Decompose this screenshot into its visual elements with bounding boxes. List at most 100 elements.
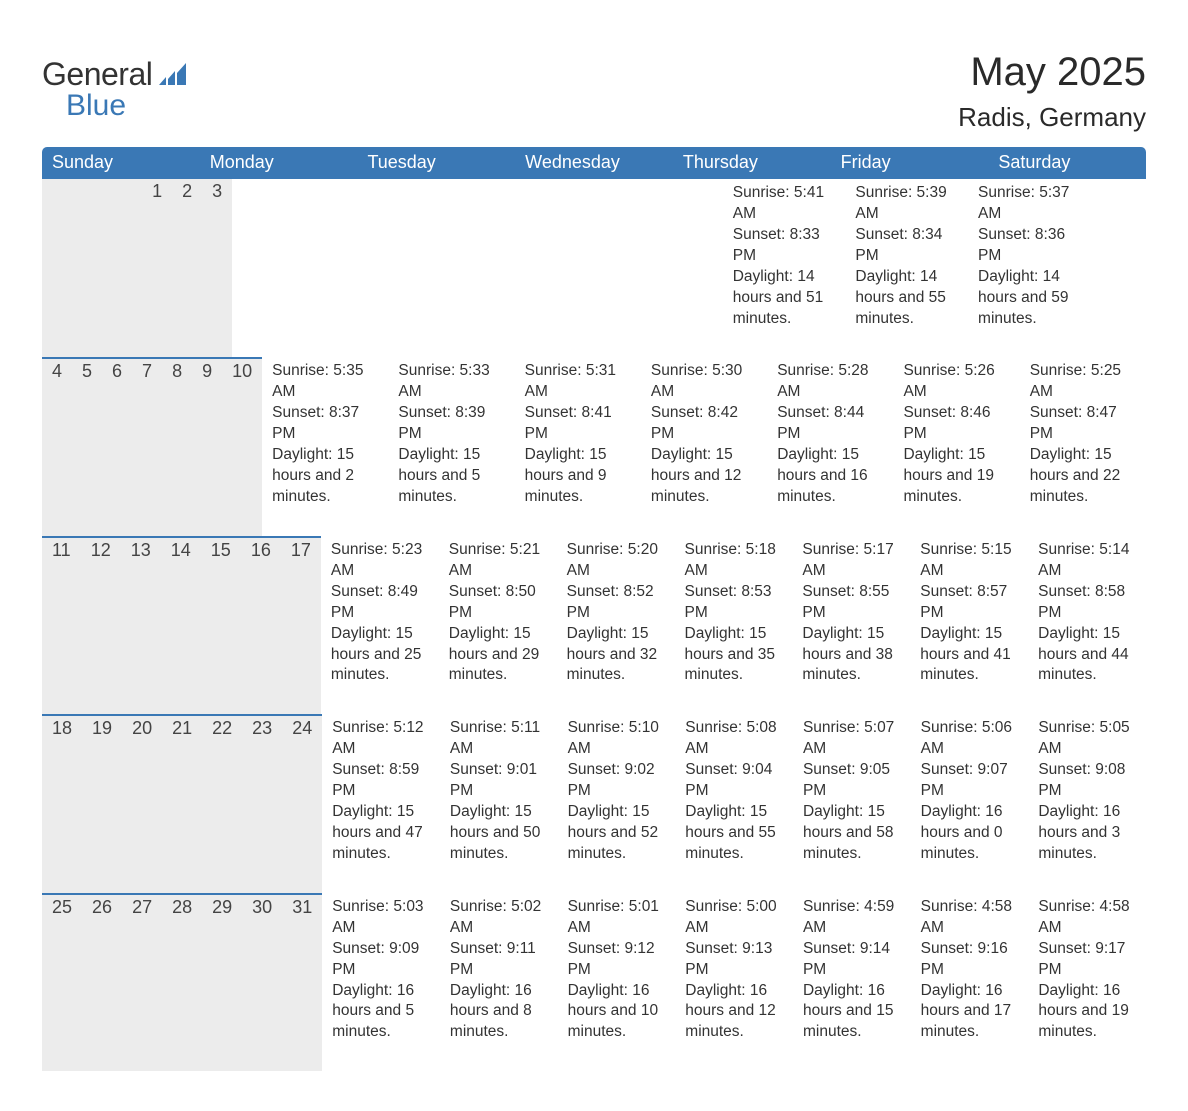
day-details xyxy=(232,179,355,357)
weekday-header: Friday xyxy=(831,147,989,179)
sunrise-text: Sunrise: 5:30 AM xyxy=(651,361,757,403)
sunset-text: Sunset: 9:02 PM xyxy=(568,760,666,802)
day-number xyxy=(67,179,92,357)
day-number: 23 xyxy=(242,716,282,892)
weekday-header-row: SundayMondayTuesdayWednesdayThursdayFrid… xyxy=(42,147,1146,179)
week-row: 25262728293031Sunrise: 5:03 AMSunset: 9:… xyxy=(42,893,1146,1071)
day-details: Sunrise: 5:15 AMSunset: 8:57 PMDaylight:… xyxy=(910,536,1028,714)
day-number: 9 xyxy=(192,359,222,535)
sunrise-text: Sunrise: 5:14 AM xyxy=(1038,540,1136,582)
day-number: 31 xyxy=(282,895,322,1071)
details-strip: Sunrise: 5:35 AMSunset: 8:37 PMDaylight:… xyxy=(262,357,1146,535)
sunset-text: Sunset: 8:53 PM xyxy=(685,582,783,624)
day-number: 28 xyxy=(162,895,202,1071)
sunrise-text: Sunrise: 5:23 AM xyxy=(331,540,429,582)
day-number: 7 xyxy=(132,359,162,535)
daylight-text: Daylight: 15 hours and 9 minutes. xyxy=(525,445,631,508)
sunset-text: Sunset: 9:13 PM xyxy=(685,939,783,981)
day-number: 22 xyxy=(202,716,242,892)
calendar-page: General Blue May 2025 Radis, Germany Sun… xyxy=(0,0,1188,1111)
sunset-text: Sunset: 9:14 PM xyxy=(803,939,901,981)
day-number: 24 xyxy=(282,716,322,892)
daylight-text: Daylight: 16 hours and 5 minutes. xyxy=(332,981,430,1044)
day-details: Sunrise: 5:23 AMSunset: 8:49 PMDaylight:… xyxy=(321,536,439,714)
sunset-text: Sunset: 8:52 PM xyxy=(567,582,665,624)
daylight-text: Daylight: 15 hours and 44 minutes. xyxy=(1038,624,1136,687)
day-number: 20 xyxy=(122,716,162,892)
day-details: Sunrise: 5:01 AMSunset: 9:12 PMDaylight:… xyxy=(558,893,676,1071)
daynum-strip: 25262728293031 xyxy=(42,893,322,1071)
sunrise-text: Sunrise: 5:05 AM xyxy=(1038,718,1136,760)
sunset-text: Sunset: 8:41 PM xyxy=(525,403,631,445)
day-details: Sunrise: 4:58 AMSunset: 9:16 PMDaylight:… xyxy=(911,893,1029,1071)
weekday-header: Monday xyxy=(200,147,358,179)
sunset-text: Sunset: 8:58 PM xyxy=(1038,582,1136,624)
sunset-text: Sunset: 9:11 PM xyxy=(450,939,548,981)
weeks-container: 12 3 Sunrise: 5:41 AMSunset: 8:33 PMDaylig… xyxy=(42,179,1146,1071)
day-number xyxy=(117,179,142,357)
daylight-text: Daylight: 15 hours and 50 minutes. xyxy=(450,802,548,865)
weekday-header: Thursday xyxy=(673,147,831,179)
details-strip: Sunrise: 5:03 AMSunset: 9:09 PMDaylight:… xyxy=(322,893,1146,1071)
daylight-text: Daylight: 16 hours and 15 minutes. xyxy=(803,981,901,1044)
day-number: 6 xyxy=(102,359,132,535)
day-details: Sunrise: 4:58 AMSunset: 9:17 PMDaylight:… xyxy=(1028,893,1146,1071)
logo-general-text: General xyxy=(42,56,152,92)
daylight-text: Daylight: 14 hours and 51 minutes. xyxy=(733,267,836,330)
day-details: Sunrise: 5:20 AMSunset: 8:52 PMDaylight:… xyxy=(557,536,675,714)
sunset-text: Sunset: 9:08 PM xyxy=(1038,760,1136,802)
title-location: Radis, Germany xyxy=(958,102,1146,133)
sunset-text: Sunset: 8:57 PM xyxy=(920,582,1018,624)
day-number: 3 xyxy=(202,179,232,357)
day-details: Sunrise: 5:02 AMSunset: 9:11 PMDaylight:… xyxy=(440,893,558,1071)
day-details: Sunrise: 5:25 AMSunset: 8:47 PMDaylight:… xyxy=(1020,357,1146,535)
day-number: 15 xyxy=(201,538,241,714)
daylight-text: Daylight: 16 hours and 12 minutes. xyxy=(685,981,783,1044)
sunrise-text: Sunrise: 5:20 AM xyxy=(567,540,665,582)
day-details: Sunrise: 5:03 AMSunset: 9:09 PMDaylight:… xyxy=(322,893,440,1071)
daylight-text: Daylight: 16 hours and 8 minutes. xyxy=(450,981,548,1044)
day-details: Sunrise: 5:37 AMSunset: 8:36 PMDaylight:… xyxy=(968,179,1091,357)
day-details: Sunrise: 5:07 AMSunset: 9:05 PMDaylight:… xyxy=(793,714,911,892)
day-number: 29 xyxy=(202,895,242,1071)
day-number: 2 xyxy=(172,179,202,357)
sunrise-text: Sunrise: 5:10 AM xyxy=(568,718,666,760)
day-details: Sunrise: 5:10 AMSunset: 9:02 PMDaylight:… xyxy=(558,714,676,892)
sunset-text: Sunset: 8:34 PM xyxy=(855,225,958,267)
day-details: Sunrise: 5:14 AMSunset: 8:58 PMDaylight:… xyxy=(1028,536,1146,714)
sunset-text: Sunset: 8:42 PM xyxy=(651,403,757,445)
weekday-header: Wednesday xyxy=(515,147,673,179)
sunset-text: Sunset: 8:46 PM xyxy=(903,403,1009,445)
day-details xyxy=(600,179,723,357)
day-number: 12 xyxy=(81,538,121,714)
sunset-text: Sunset: 9:17 PM xyxy=(1038,939,1136,981)
week-row: 123Sunrise: 5:41 AMSunset: 8:33 PMDaylig… xyxy=(42,179,1146,357)
day-number: 5 xyxy=(72,359,102,535)
day-details: Sunrise: 5:35 AMSunset: 8:37 PMDaylight:… xyxy=(262,357,388,535)
sunrise-text: Sunrise: 5:11 AM xyxy=(450,718,548,760)
weekday-header: Saturday xyxy=(988,147,1146,179)
daylight-text: Daylight: 15 hours and 2 minutes. xyxy=(272,445,378,508)
weekday-header: Sunday xyxy=(42,147,200,179)
sunrise-text: Sunrise: 5:18 AM xyxy=(685,540,783,582)
daylight-text: Daylight: 15 hours and 25 minutes. xyxy=(331,624,429,687)
sunrise-text: Sunrise: 5:15 AM xyxy=(920,540,1018,582)
day-number: 14 xyxy=(161,538,201,714)
sunrise-text: Sunrise: 5:06 AM xyxy=(921,718,1019,760)
day-number: 18 xyxy=(42,716,82,892)
logo-bars-icon xyxy=(159,61,191,85)
sunrise-text: Sunrise: 5:21 AM xyxy=(449,540,547,582)
daylight-text: Daylight: 15 hours and 52 minutes. xyxy=(568,802,666,865)
sunrise-text: Sunrise: 5:25 AM xyxy=(1030,361,1136,403)
sunrise-text: Sunrise: 5:39 AM xyxy=(855,183,958,225)
daylight-text: Daylight: 15 hours and 22 minutes. xyxy=(1030,445,1136,508)
sunrise-text: Sunrise: 5:26 AM xyxy=(903,361,1009,403)
sunset-text: Sunset: 8:33 PM xyxy=(733,225,836,267)
daynum-strip: 45678910 xyxy=(42,357,262,535)
sunrise-text: Sunrise: 5:28 AM xyxy=(777,361,883,403)
day-number: 19 xyxy=(82,716,122,892)
daylight-text: Daylight: 14 hours and 59 minutes. xyxy=(978,267,1081,330)
day-details: Sunrise: 5:41 AMSunset: 8:33 PMDaylight:… xyxy=(723,179,846,357)
daylight-text: Daylight: 15 hours and 41 minutes. xyxy=(920,624,1018,687)
daylight-text: Daylight: 16 hours and 17 minutes. xyxy=(921,981,1019,1044)
